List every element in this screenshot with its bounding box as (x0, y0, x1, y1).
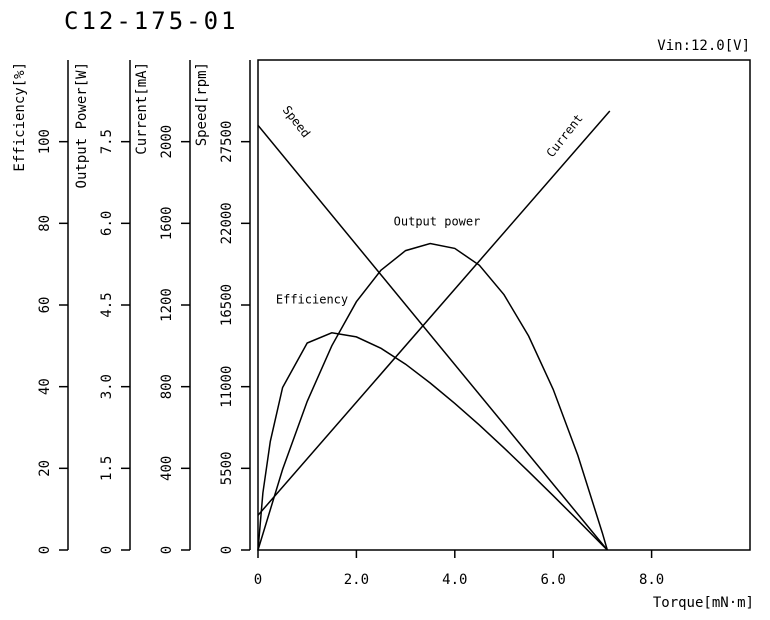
y-tick-label: 2000 (159, 125, 175, 159)
y-tick-label: 60 (37, 297, 53, 314)
y-axis-label: Efficiency[%] (12, 62, 28, 172)
x-tick-label: 6.0 (541, 572, 566, 588)
curve-label: Output power (394, 215, 481, 229)
y-tick-label: 1200 (159, 288, 175, 322)
y-tick-label: 0 (99, 546, 115, 554)
y-tick-label: 16500 (219, 284, 235, 326)
plot-frame (257, 59, 751, 551)
y-tick-label: 80 (37, 215, 53, 232)
x-tick-label: 0 (254, 572, 262, 588)
curve-label: Efficiency (276, 293, 348, 307)
x-axis-label: Torque[mN·m] (653, 595, 754, 611)
y-tick-label: 800 (159, 374, 175, 399)
y-tick-label: 1600 (159, 206, 175, 240)
y-tick-label: 27500 (219, 121, 235, 163)
curve (257, 332, 608, 551)
curve (257, 124, 608, 551)
x-tick-label: 8.0 (639, 572, 664, 588)
x-tick-label: 4.0 (442, 572, 467, 588)
y-tick-label: 1.5 (99, 456, 115, 481)
y-tick-label: 6.0 (99, 211, 115, 236)
y-tick-label: 20 (37, 460, 53, 477)
y-tick-label: 11000 (219, 366, 235, 408)
curve-label: Speed (280, 103, 313, 140)
curve (257, 242, 609, 551)
y-tick-label: 3.0 (99, 374, 115, 399)
curve-label: Current (544, 111, 586, 159)
y-tick-label: 4.5 (99, 292, 115, 317)
chart-title: C12-175-01 (64, 7, 239, 35)
y-tick-label: 7.5 (99, 129, 115, 154)
y-tick-label: 0 (37, 546, 53, 554)
y-tick-label: 22000 (219, 202, 235, 244)
y-tick-label: 0 (219, 546, 235, 554)
y-tick-label: 0 (159, 546, 175, 554)
x-tick-label: 2.0 (344, 572, 369, 588)
y-axis-label: Speed[rpm] (194, 62, 210, 146)
y-tick-label: 40 (37, 378, 53, 395)
chart-subtitle: Vin:12.0[V] (657, 38, 750, 54)
y-axis-label: Output Power[W] (74, 62, 90, 188)
y-tick-label: 100 (37, 129, 53, 154)
y-tick-label: 5500 (219, 451, 235, 485)
y-tick-label: 400 (159, 456, 175, 481)
y-axis-label: Current[mA] (134, 62, 150, 155)
curve (257, 110, 611, 516)
